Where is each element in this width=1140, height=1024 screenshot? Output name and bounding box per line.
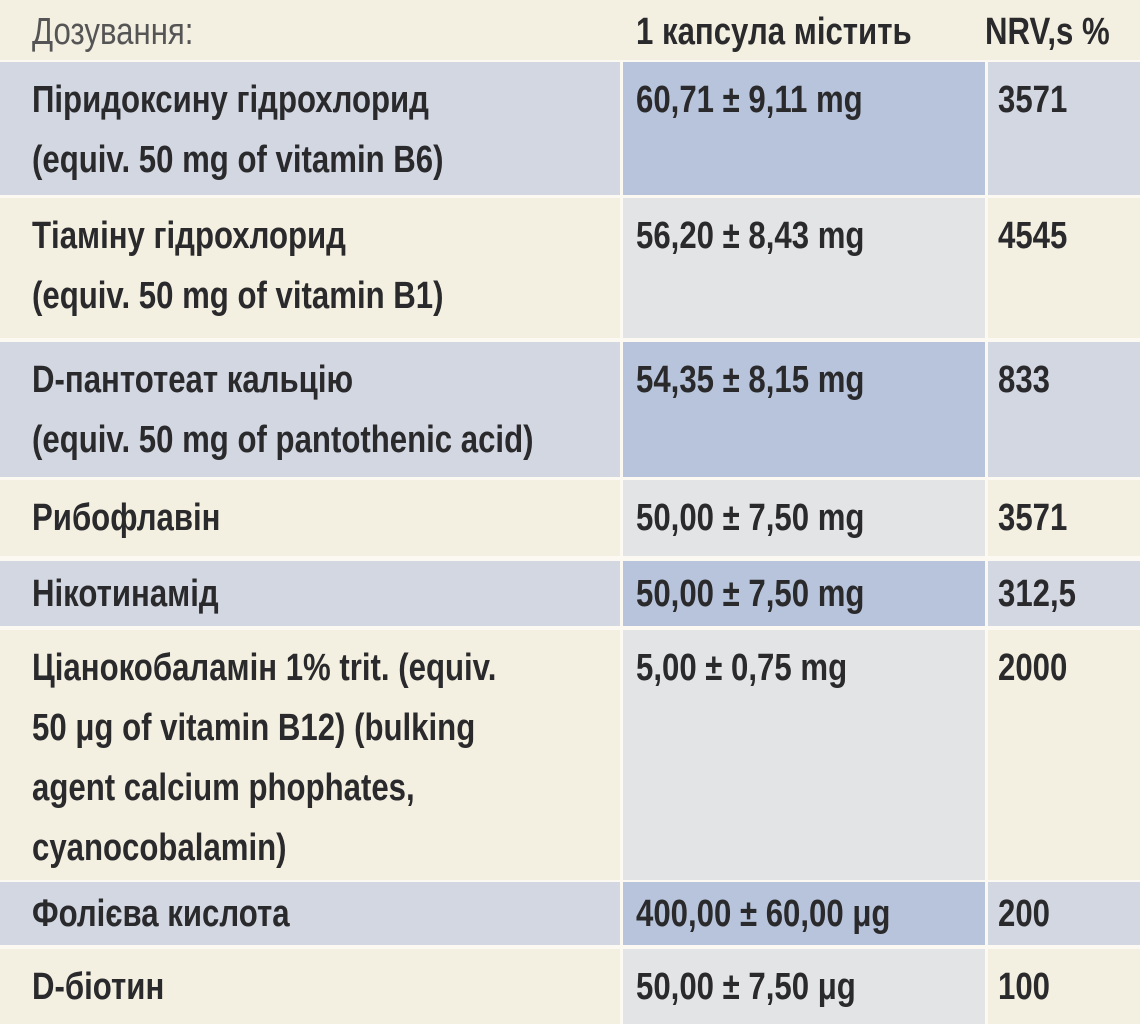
amount: 50,00 ± 7,50 mg	[636, 572, 865, 615]
ingredient-name: (equiv. 50 mg of pantothenic acid)	[32, 419, 534, 461]
cell-bg	[0, 198, 620, 338]
ingredient-name: Рибофлавін	[32, 497, 221, 539]
cell-bg	[0, 630, 620, 880]
cell-bg	[988, 342, 1140, 477]
nrv: 4545	[998, 215, 1068, 257]
nrv: 312,5	[998, 572, 1076, 615]
cell-bg	[0, 62, 620, 195]
cell-bg	[623, 630, 985, 880]
amount: 56,20 ± 8,43 mg	[636, 215, 865, 257]
cell-bg	[0, 882, 620, 945]
header-cell: 1 капсула містить	[636, 11, 912, 53]
nrv: 3571	[998, 79, 1068, 121]
cell-bg	[623, 62, 985, 195]
amount: 50,00 ± 7,50 mg	[636, 497, 865, 539]
cell-bg	[0, 949, 620, 1024]
nrv: 3571	[998, 497, 1068, 539]
cell-bg	[988, 882, 1140, 945]
cell-bg	[0, 342, 620, 477]
cell-bg	[988, 480, 1140, 556]
ingredient-name: D-пантотеат кальцію	[32, 359, 354, 401]
amount: 50,00 ± 7,50 μg	[636, 965, 856, 1008]
cell-bg	[0, 561, 620, 626]
cell-bg	[623, 480, 985, 556]
ingredient-name: Піридоксину гідрохлорид	[32, 79, 429, 121]
cell-bg	[623, 342, 985, 477]
nrv: 833	[998, 359, 1050, 401]
cell-bg	[988, 949, 1140, 1024]
header-bg	[0, 0, 1140, 60]
cell-bg	[988, 561, 1140, 626]
nrv: 2000	[998, 647, 1068, 689]
cell-bg	[988, 62, 1140, 195]
ingredient-name: Тіаміну гідрохлорид	[32, 215, 346, 257]
ingredient-name: (equiv. 50 mg of vitamin B1)	[32, 275, 444, 317]
amount: 5,00 ± 0,75 mg	[636, 647, 848, 689]
amount: 60,71 ± 9,11 mg	[636, 79, 863, 121]
ingredient-name: Фолієва кислота	[32, 892, 290, 935]
ingredient-name: Нікотинамід	[32, 572, 219, 615]
nrv: 200	[998, 892, 1050, 935]
cell-bg	[623, 882, 985, 945]
cell-bg	[623, 561, 985, 626]
ingredient-name: Ціанокобаламін 1% trit. (equiv.	[32, 647, 497, 689]
ingredient-name: 50 μg of vitamin B12) (bulking	[32, 707, 476, 749]
ingredient-name: D-біотин	[32, 965, 165, 1008]
amount: 400,00 ± 60,00 μg	[636, 892, 891, 935]
header-cell: Дозування:	[32, 11, 194, 53]
ingredient-name: (equiv. 50 mg of vitamin B6)	[32, 139, 444, 181]
nrv: 100	[998, 965, 1050, 1008]
cell-bg	[988, 630, 1140, 880]
amount: 54,35 ± 8,15 mg	[636, 359, 865, 401]
cell-bg	[988, 198, 1140, 338]
cell-bg	[623, 198, 985, 338]
ingredient-name: agent calcium phophates,	[32, 767, 415, 809]
ingredient-name: cyanocobalamin)	[32, 827, 287, 869]
cell-bg	[0, 480, 620, 556]
cell-bg	[623, 949, 985, 1024]
header-cell: NRV,s %	[985, 11, 1110, 53]
